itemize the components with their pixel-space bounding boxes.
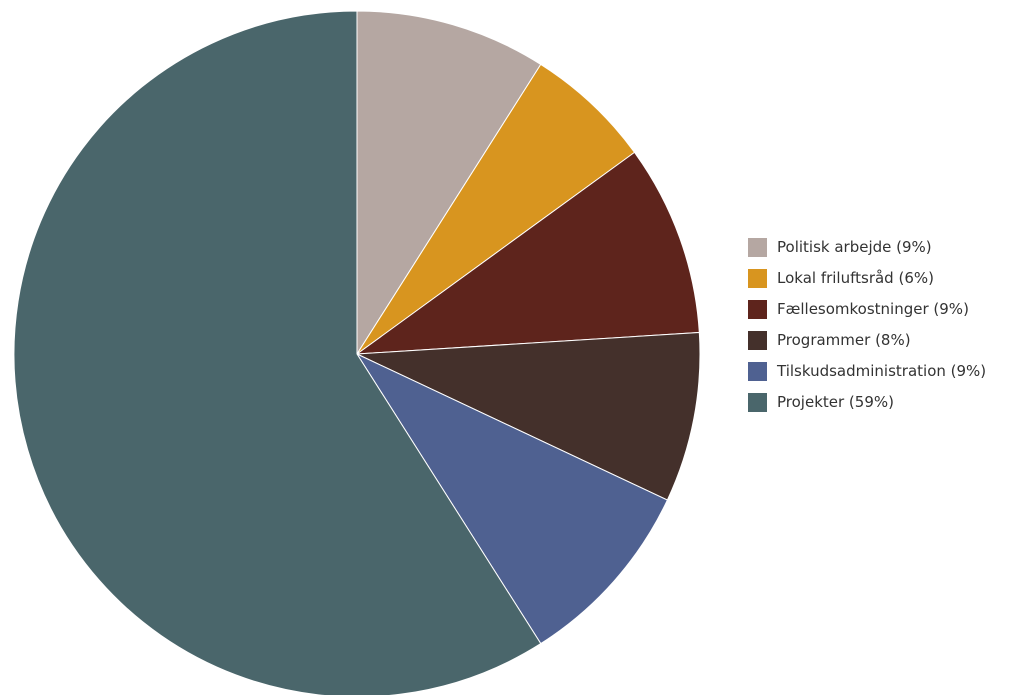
- pie-slice: [13, 10, 542, 695]
- legend-swatch: [748, 237, 767, 257]
- legend-swatch: [748, 268, 767, 288]
- legend-item: Projekter (59%): [748, 391, 986, 413]
- legend-item: Lokal friluftsråd (6%): [748, 267, 986, 289]
- legend-label: Tilskudsadministration (9%): [777, 362, 987, 380]
- legend-swatch: [748, 361, 767, 381]
- legend: Politisk arbejde (9%) Lokal friluftsråd …: [748, 236, 986, 422]
- pie-slice: [356, 331, 701, 501]
- legend-swatch: [748, 392, 767, 412]
- legend-item: Fællesomkostninger (9%): [748, 298, 986, 320]
- legend-item: Programmer (8%): [748, 329, 986, 351]
- legend-item: Tilskudsadministration (9%): [748, 360, 986, 382]
- legend-label: Fællesomkostninger (9%): [777, 300, 969, 318]
- pie-slice: [356, 10, 542, 356]
- legend-label: Projekter (59%): [777, 393, 894, 411]
- legend-label: Politisk arbejde (9%): [777, 238, 932, 256]
- pie-slice: [355, 151, 700, 355]
- pie-slice: [356, 63, 636, 355]
- legend-label: Lokal friluftsråd (6%): [777, 269, 934, 287]
- legend-label: Programmer (8%): [777, 331, 911, 349]
- pie-slice: [355, 352, 669, 645]
- legend-swatch: [748, 330, 767, 350]
- legend-item: Politisk arbejde (9%): [748, 236, 986, 258]
- legend-swatch: [748, 299, 767, 319]
